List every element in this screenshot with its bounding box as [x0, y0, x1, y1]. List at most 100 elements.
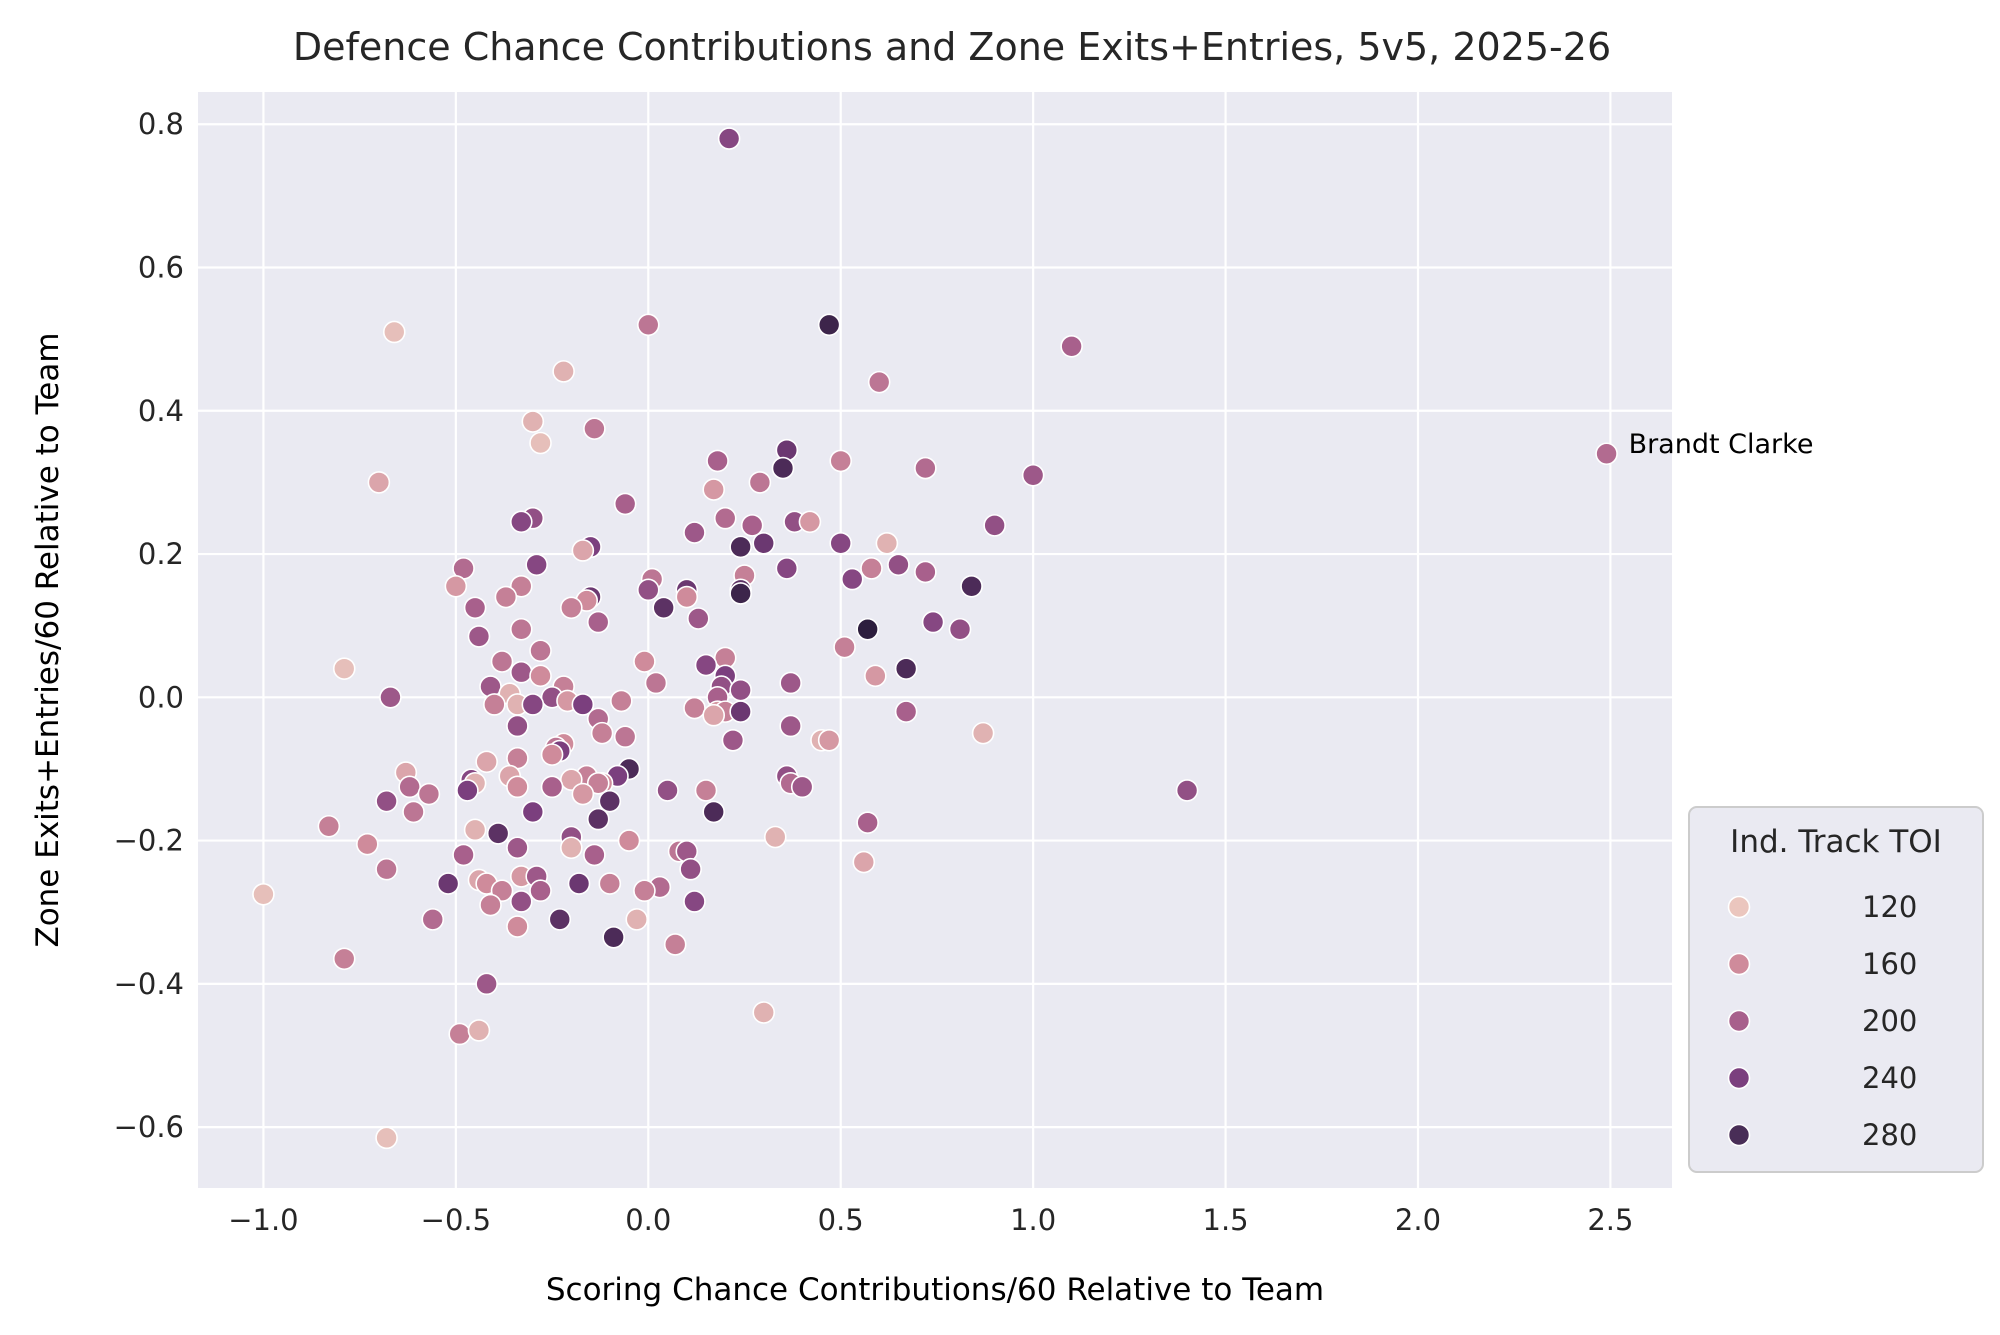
data-point — [960, 574, 983, 598]
data-point — [860, 557, 883, 580]
data-point — [702, 703, 726, 727]
data-point — [332, 947, 356, 971]
data-point — [829, 531, 853, 555]
x-tick-label: −0.5 — [421, 1203, 491, 1237]
data-point — [475, 972, 498, 996]
data-point — [598, 872, 622, 895]
data-point — [444, 574, 468, 598]
data-point — [509, 617, 533, 641]
legend-label: 200 — [1862, 1004, 1917, 1038]
data-point — [864, 664, 887, 688]
legend-label: 280 — [1862, 1118, 1917, 1152]
data-point — [613, 725, 637, 749]
data-point — [798, 510, 822, 534]
data-point — [729, 535, 752, 559]
data-point — [506, 836, 529, 860]
legend-label: 120 — [1862, 890, 1917, 924]
data-point — [398, 775, 421, 799]
data-point — [509, 660, 533, 684]
annotations: Brandt Clarke — [1629, 429, 1814, 460]
data-point — [506, 775, 529, 799]
data-point — [625, 908, 649, 931]
data-point — [948, 617, 972, 641]
data-point — [467, 625, 491, 648]
data-point — [663, 933, 687, 956]
data-point — [752, 531, 776, 555]
legend: Ind. Track TOI 120 160 200 240 280 — [1688, 806, 1984, 1173]
data-point — [694, 779, 718, 802]
legend-marker — [1727, 1009, 1751, 1033]
x-tick-label: 2.0 — [1395, 1203, 1441, 1237]
data-point — [436, 872, 460, 895]
data-point — [729, 582, 752, 605]
x-tick-label: 2.5 — [1587, 1203, 1633, 1237]
data-point — [571, 782, 595, 806]
data-point — [506, 915, 529, 938]
data-point — [679, 857, 702, 881]
data-point — [317, 814, 341, 838]
data-point — [521, 800, 545, 824]
data-point — [456, 779, 479, 802]
chart-title: Defence Chance Contributions and Zone Ex… — [293, 25, 1611, 69]
legend-box — [1688, 806, 1984, 1173]
data-point — [590, 721, 614, 745]
data-point — [586, 610, 610, 634]
data-point — [375, 1126, 398, 1150]
data-point — [402, 800, 425, 824]
data-point — [529, 879, 552, 903]
data-point — [840, 567, 864, 591]
data-point — [506, 714, 529, 738]
data-point — [560, 596, 583, 620]
data-point — [540, 743, 564, 766]
data-point — [779, 714, 802, 738]
data-point — [633, 650, 656, 673]
data-point — [790, 775, 814, 799]
data-point — [529, 664, 552, 688]
data-point — [875, 531, 899, 555]
data-point — [417, 782, 441, 806]
data-point — [529, 431, 552, 455]
data-point — [683, 521, 706, 544]
data-point — [921, 610, 945, 634]
grid-lines — [198, 92, 1672, 1188]
data-point — [717, 127, 741, 150]
x-axis-label: Scoring Chance Contributions/60 Relative… — [546, 1272, 1324, 1308]
y-tick-label: 0.6 — [138, 251, 184, 285]
legend-marker — [1727, 1123, 1751, 1147]
data-point — [914, 560, 937, 584]
data-points — [252, 127, 1618, 1150]
x-tick-label: 1.0 — [1010, 1203, 1056, 1237]
data-point — [636, 578, 660, 602]
x-tick-labels: −1.0 −0.5 0.0 0.5 1.0 1.5 2.0 2.5 — [228, 1203, 1633, 1237]
data-point — [252, 883, 275, 906]
annotation-label: Brandt Clarke — [1629, 429, 1814, 460]
data-point — [475, 750, 498, 774]
data-point — [463, 596, 487, 620]
data-point — [486, 822, 510, 845]
data-point — [833, 635, 856, 659]
data-point — [586, 807, 610, 831]
data-point — [356, 832, 379, 856]
legend-marker — [1727, 1066, 1751, 1090]
legend-marker — [1727, 895, 1751, 919]
data-point — [375, 857, 398, 881]
data-point — [817, 728, 841, 752]
data-point — [448, 1022, 472, 1046]
data-point — [479, 893, 502, 917]
data-point — [509, 890, 533, 913]
y-tick-label: 0.8 — [138, 107, 184, 141]
data-point — [748, 471, 772, 494]
data-point — [367, 471, 391, 494]
data-point — [675, 585, 699, 609]
data-point — [548, 908, 572, 931]
data-point — [856, 617, 879, 641]
data-point — [829, 449, 853, 473]
x-tick-label: 0.5 — [818, 1203, 864, 1237]
data-point — [560, 836, 583, 860]
data-point — [729, 700, 752, 723]
data-point — [740, 514, 764, 537]
y-axis-label: Zone Exits+Entries/60 Relative to Team — [30, 332, 66, 947]
data-point — [613, 492, 637, 516]
data-point — [463, 818, 487, 842]
data-point — [775, 557, 799, 580]
